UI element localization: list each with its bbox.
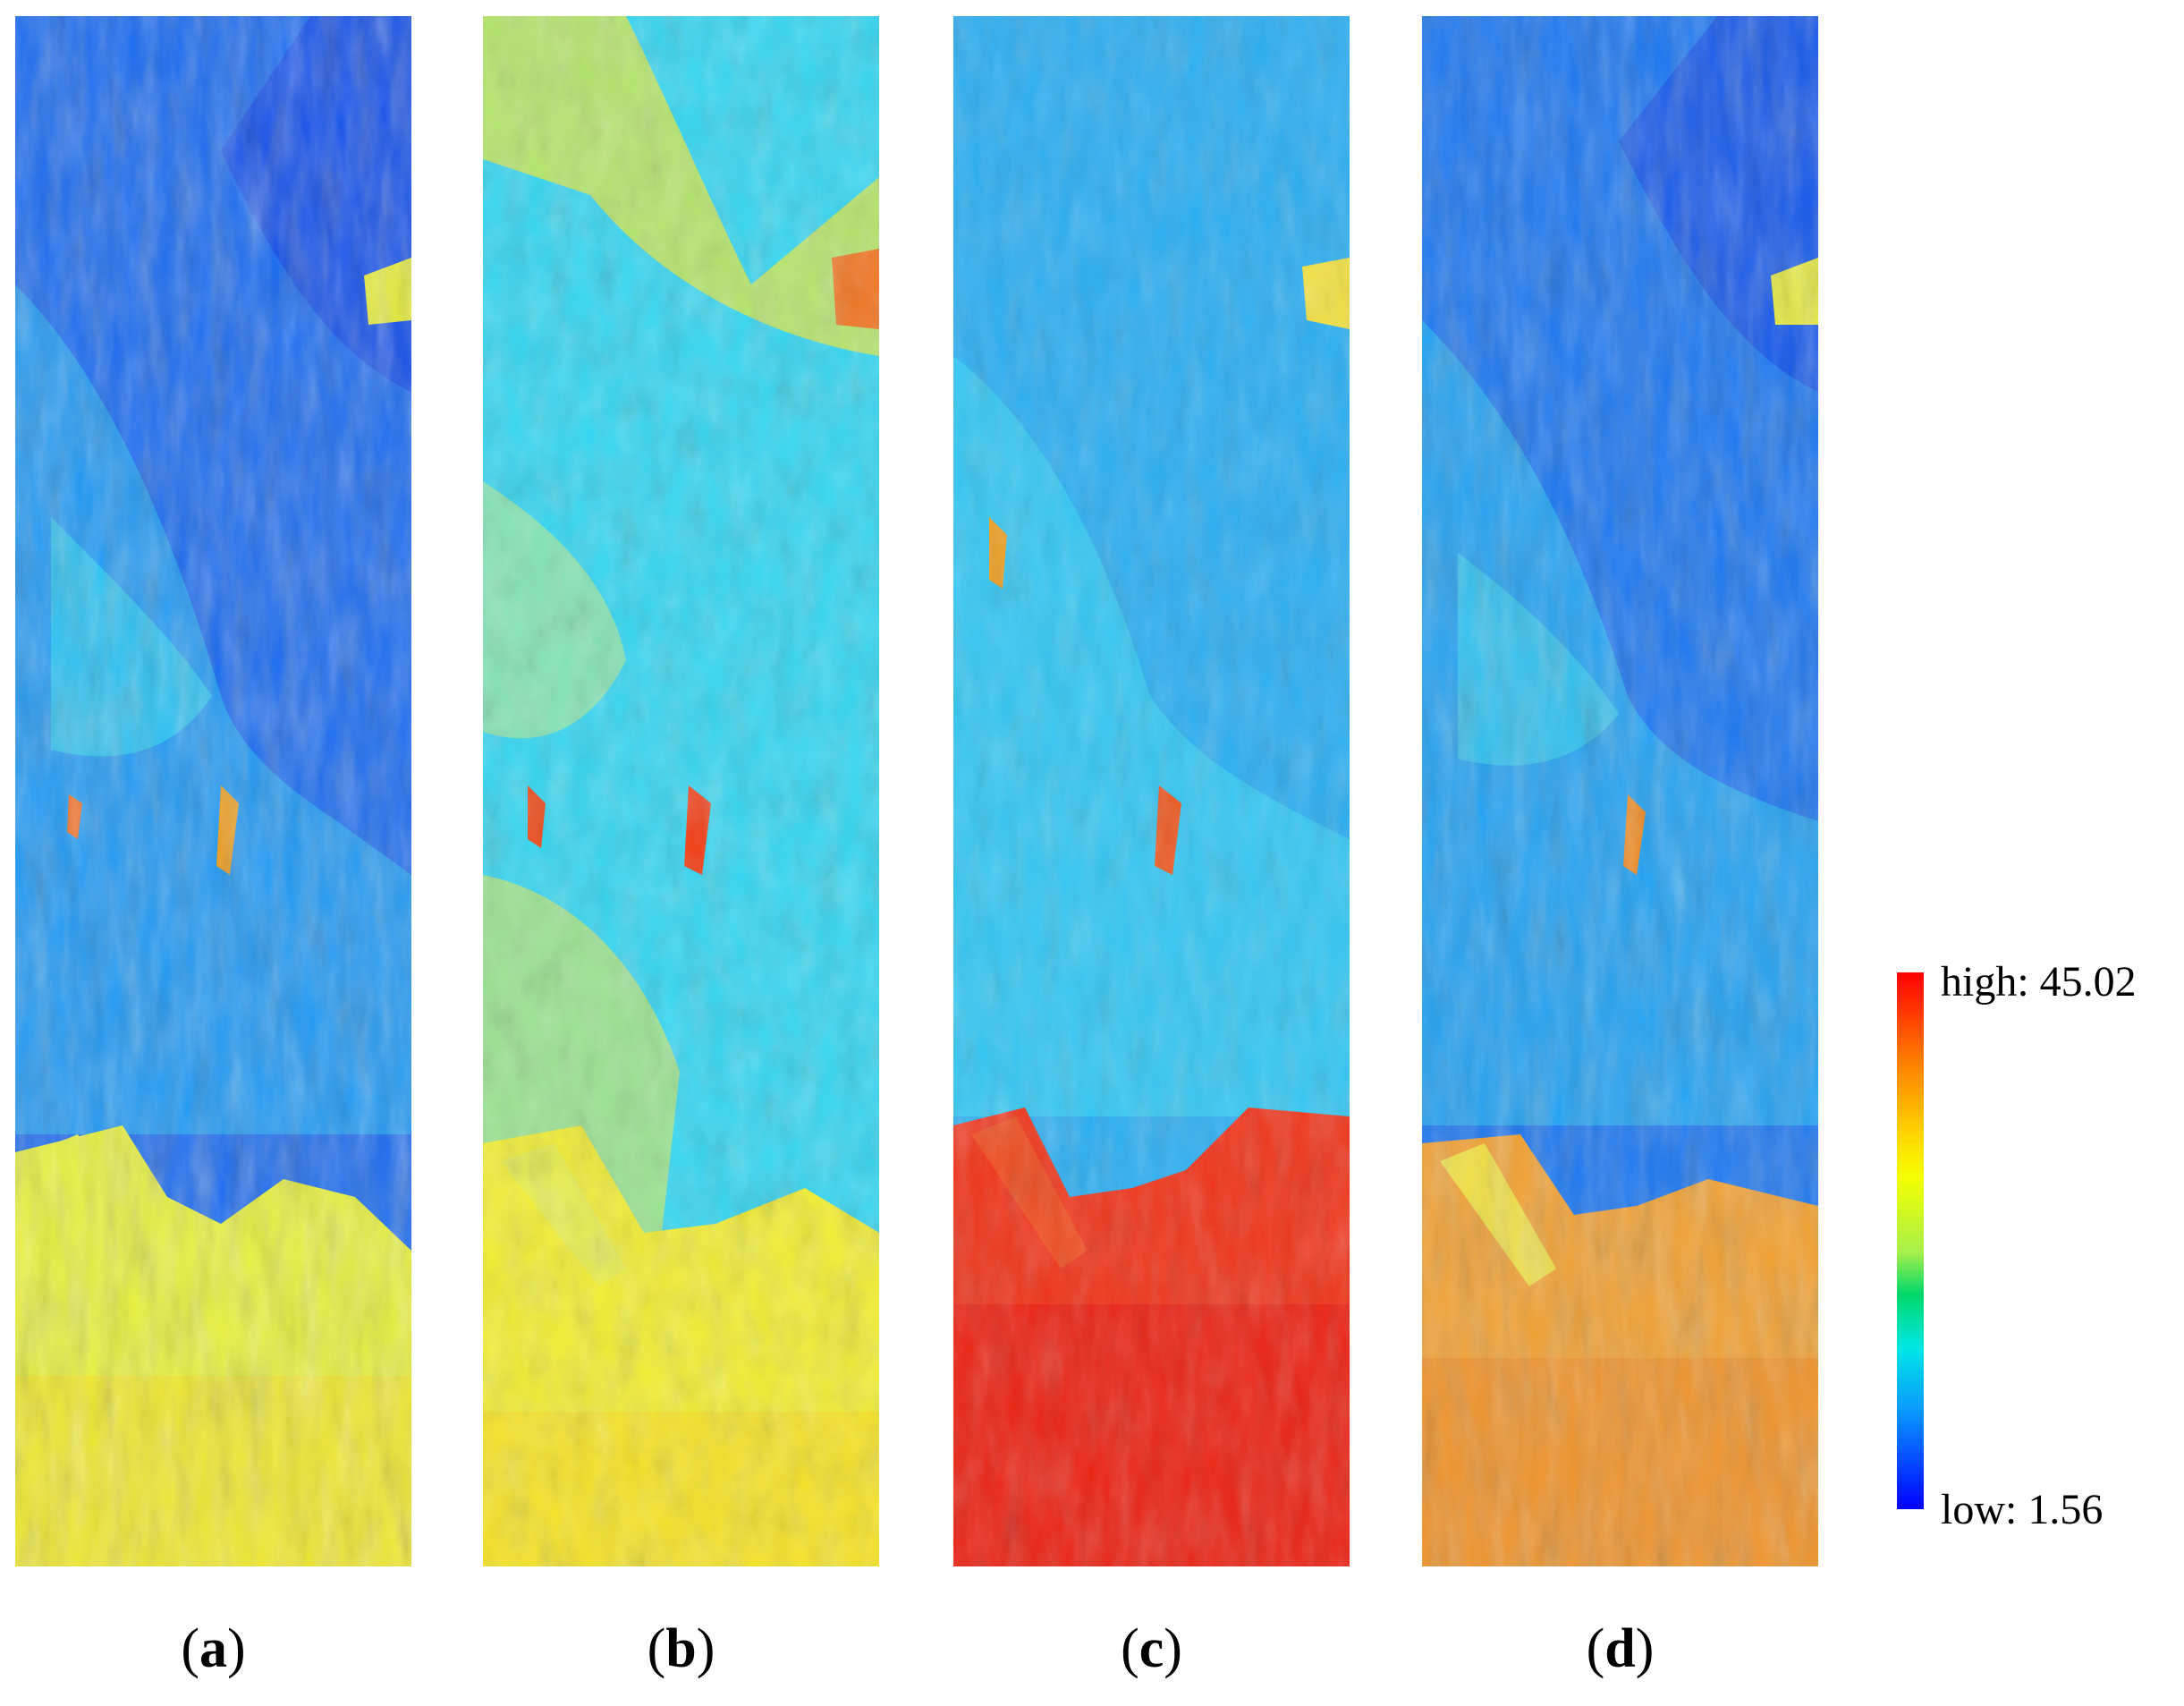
heatmap-panel-d <box>1422 16 1818 1566</box>
panel-label-b: (b) <box>483 1617 879 1680</box>
panel-label-a: (a) <box>15 1617 411 1680</box>
label-close: ) <box>1635 1618 1655 1679</box>
label-letter: b <box>665 1618 697 1679</box>
colorbar <box>1897 972 1924 1509</box>
panel-label-d: (d) <box>1422 1617 1818 1680</box>
label-open: ( <box>647 1618 666 1679</box>
colorbar-low-label: low: 1.56 <box>1941 1486 2104 1533</box>
label-open: ( <box>1121 1618 1139 1679</box>
heatmap-panel-b <box>483 16 879 1566</box>
heatmap-panel-c <box>953 16 1350 1566</box>
label-letter: d <box>1604 1618 1636 1679</box>
heatmap-image-c <box>953 16 1350 1566</box>
heatmap-panel-a <box>15 16 411 1566</box>
label-open: ( <box>181 1618 199 1679</box>
colorbar-high-label: high: 45.02 <box>1941 958 2137 1006</box>
label-close: ) <box>1164 1618 1182 1679</box>
heatmap-image-a <box>15 16 411 1566</box>
heatmap-image-b <box>483 16 879 1566</box>
label-open: ( <box>1586 1618 1605 1679</box>
panel-label-c: (c) <box>953 1617 1350 1680</box>
label-letter: c <box>1139 1618 1164 1679</box>
label-letter: a <box>199 1618 227 1679</box>
heatmap-image-d <box>1422 16 1818 1566</box>
label-close: ) <box>227 1618 246 1679</box>
label-close: ) <box>696 1618 715 1679</box>
